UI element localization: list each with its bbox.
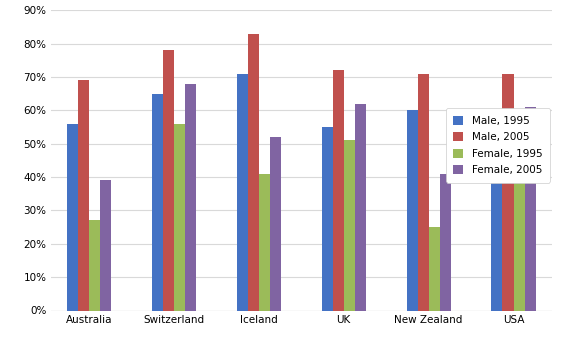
Bar [259, 174, 270, 310]
Bar [355, 104, 366, 310]
Bar [418, 74, 428, 310]
Bar [503, 74, 513, 310]
Bar [321, 127, 333, 310]
Bar [513, 160, 525, 310]
Bar [440, 174, 450, 310]
Bar [248, 34, 259, 310]
Legend: Male, 1995, Male, 2005, Female, 1995, Female, 2005: Male, 1995, Male, 2005, Female, 1995, Fe… [446, 108, 549, 183]
Bar [333, 70, 343, 310]
Bar [525, 107, 535, 311]
Bar [67, 124, 78, 310]
Bar [428, 227, 440, 310]
Bar [406, 110, 418, 310]
Bar [100, 180, 111, 310]
Bar [270, 137, 281, 310]
Bar [174, 124, 185, 310]
Bar [491, 114, 503, 311]
Bar [343, 140, 355, 310]
Bar [163, 50, 174, 310]
Bar [78, 80, 89, 310]
Bar [89, 220, 100, 310]
Bar [152, 94, 163, 310]
Bar [185, 84, 196, 310]
Bar [236, 74, 248, 310]
